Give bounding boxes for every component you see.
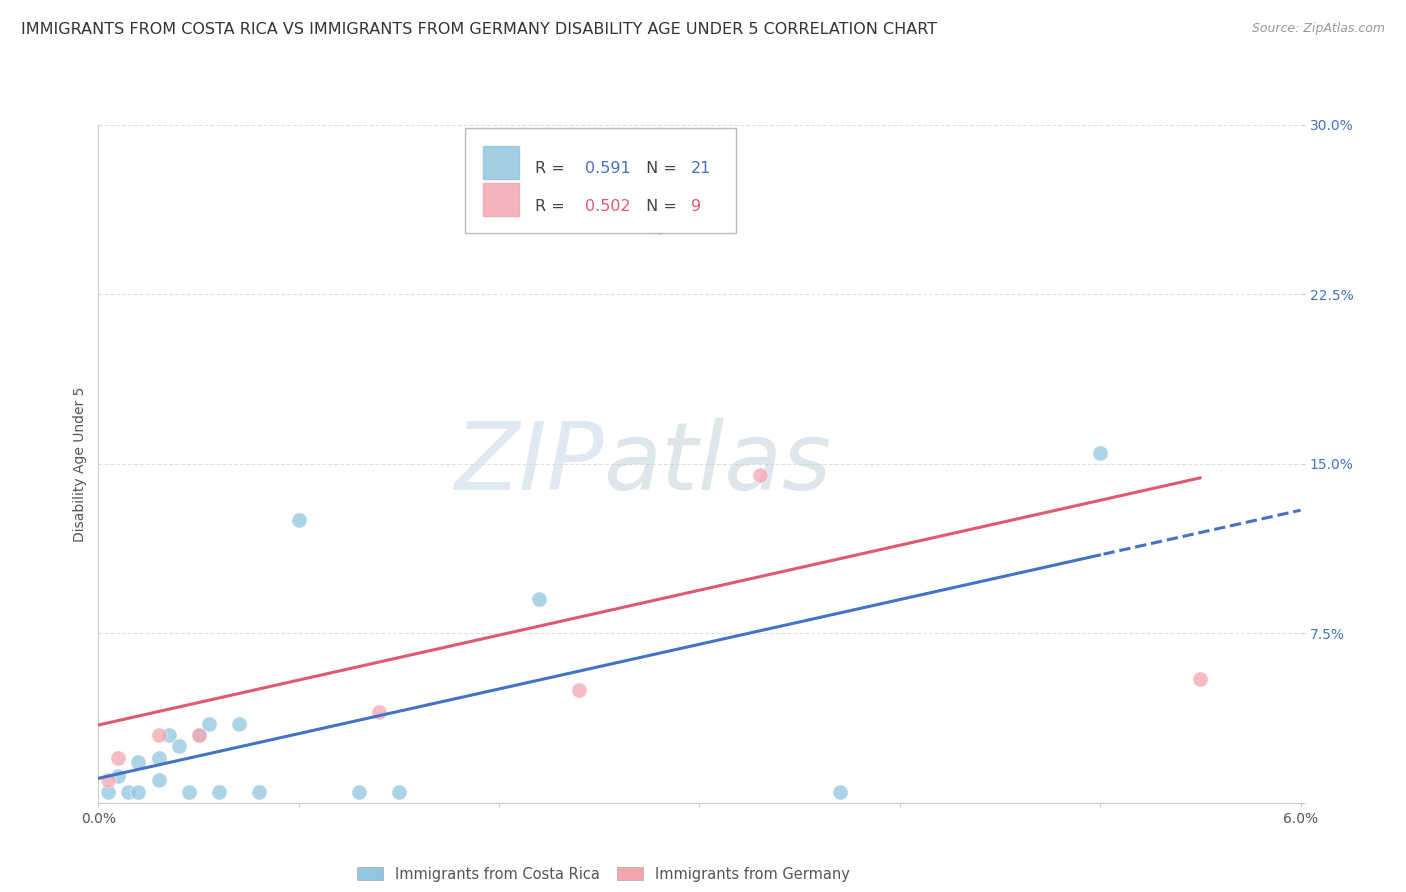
Text: 21: 21 (692, 161, 711, 177)
Text: R =: R = (534, 161, 569, 177)
Point (148, 773, 170, 788)
Text: N =: N = (641, 161, 682, 177)
Text: 0.502: 0.502 (585, 199, 631, 214)
Point (1090, 445, 1112, 459)
Point (97, 784, 120, 798)
Text: R =: R = (534, 199, 569, 214)
Point (208, 784, 231, 798)
Point (388, 784, 411, 798)
Point (368, 706, 391, 720)
Point (128, 755, 150, 769)
Point (828, 784, 851, 798)
Point (187, 728, 209, 742)
Point (568, 682, 591, 697)
Point (529, 592, 551, 607)
FancyBboxPatch shape (484, 146, 519, 178)
FancyBboxPatch shape (484, 184, 519, 216)
Text: atlas: atlas (603, 418, 831, 509)
Point (148, 728, 170, 742)
Point (1189, 672, 1212, 686)
Point (128, 784, 150, 798)
Point (107, 769, 129, 783)
Point (748, 468, 770, 483)
Point (648, 219, 671, 234)
Y-axis label: Disability Age Under 5: Disability Age Under 5 (73, 386, 87, 541)
Text: Source: ZipAtlas.com: Source: ZipAtlas.com (1251, 22, 1385, 36)
Point (157, 728, 180, 742)
Point (247, 784, 270, 798)
Text: ZIP: ZIP (454, 418, 603, 509)
Point (197, 716, 219, 731)
Point (107, 750, 129, 764)
Point (347, 784, 370, 798)
Point (187, 728, 209, 742)
Point (228, 716, 250, 731)
Point (167, 739, 190, 754)
Text: 0.591: 0.591 (585, 161, 631, 177)
Legend: Immigrants from Costa Rica, Immigrants from Germany: Immigrants from Costa Rica, Immigrants f… (352, 861, 856, 888)
Text: 9: 9 (692, 199, 702, 214)
Point (97, 773, 120, 788)
Point (288, 513, 311, 527)
Text: N =: N = (641, 199, 682, 214)
Point (117, 784, 139, 798)
FancyBboxPatch shape (465, 128, 735, 234)
Text: IMMIGRANTS FROM COSTA RICA VS IMMIGRANTS FROM GERMANY DISABILITY AGE UNDER 5 COR: IMMIGRANTS FROM COSTA RICA VS IMMIGRANTS… (21, 22, 938, 37)
Point (148, 750, 170, 764)
Point (177, 784, 200, 798)
